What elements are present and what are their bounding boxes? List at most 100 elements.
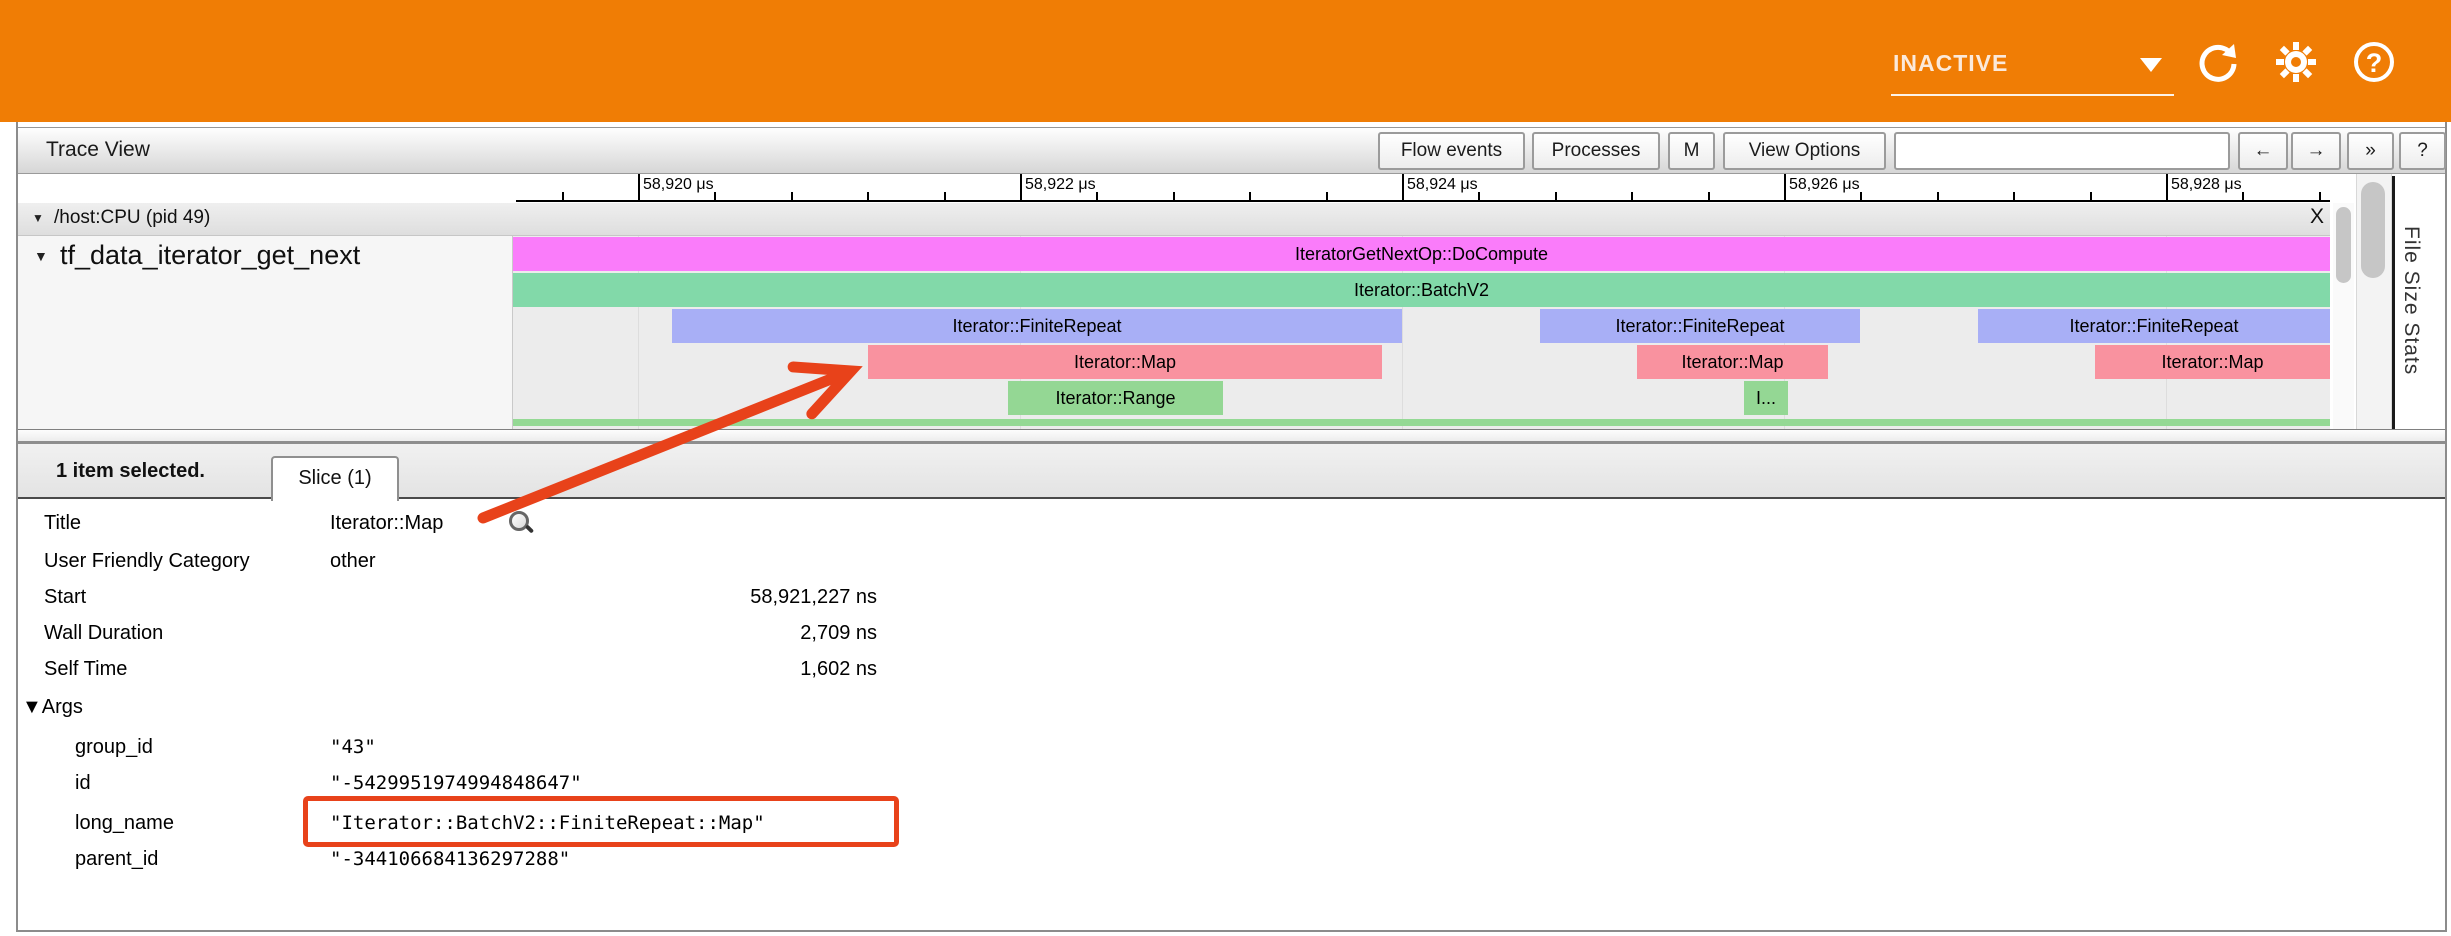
arg-row-group_id: group_id "43"	[0, 736, 2451, 762]
trace-event-bar[interactable]: Iterator::FiniteRepeat	[1978, 309, 2330, 343]
axis-minor-tick	[867, 192, 870, 200]
args-section-header[interactable]: ▼Args	[22, 696, 83, 718]
arg-key: id	[75, 772, 91, 794]
file-size-stats-tab[interactable]: File Size Stats	[2400, 226, 2423, 376]
axis-tick-label: 58,924 μs	[1407, 176, 1478, 193]
axis-minor-tick	[2013, 192, 2016, 200]
axis-minor-tick	[1707, 192, 1710, 200]
annotation-highlight-box	[303, 796, 899, 847]
axis-minor-tick	[943, 192, 946, 200]
select-underline	[1891, 94, 2174, 96]
axis-tick-label: 58,928 μs	[2171, 176, 2242, 193]
trace-event-bar[interactable]: Iterator::Map	[2095, 345, 2330, 379]
trace-event-bar[interactable]: Iterator::FiniteRepeat	[672, 309, 1402, 343]
axis-minor-tick	[2242, 192, 2245, 200]
sidebar-divider	[2392, 176, 2395, 429]
nav-help-button[interactable]: ?	[2399, 132, 2446, 170]
detail-label: Wall Duration	[44, 622, 164, 644]
window-border-left	[16, 122, 18, 932]
axis-tick-label: 58,920 μs	[643, 176, 714, 193]
arg-row-parent_id: parent_id "-344106684136297288"	[0, 848, 2451, 874]
detail-label: Self Time	[44, 658, 128, 680]
app-header: INACTIVE	[0, 0, 2451, 122]
help-icon[interactable]: ?	[2354, 42, 2398, 86]
detail-label: User Friendly Category	[44, 550, 250, 572]
trace-event-bar[interactable]: Iterator::BatchV2	[513, 273, 2330, 307]
search-input[interactable]	[1894, 132, 2230, 170]
panel-scrollbar-thumb[interactable]	[2361, 182, 2385, 278]
trace-event-bar[interactable]: Iterator::Map	[1637, 345, 1828, 379]
axis-minor-tick	[2318, 192, 2321, 200]
toolbar-button-flow-events[interactable]: Flow events	[1378, 132, 1525, 170]
trace-event-bar[interactable]: I...	[1744, 381, 1788, 415]
axis-minor-tick	[1631, 192, 1634, 200]
trace-event-bar[interactable]: Iterator::Range	[1008, 381, 1223, 415]
axis-major-tick	[1784, 174, 1786, 200]
collapse-triangle-icon[interactable]: ▼	[32, 211, 44, 225]
detail-value: 1,602 ns	[800, 658, 877, 680]
zoom-to-slice-icon[interactable]	[509, 511, 535, 537]
axis-major-tick	[638, 174, 640, 200]
axis-tick-label: 58,926 μs	[1789, 176, 1860, 193]
trace-toolbar: Trace View Flow events Processes M View Opt…	[18, 127, 2446, 174]
nav-more-button[interactable]: »	[2347, 132, 2394, 170]
toolbar-button-processes[interactable]: Processes	[1532, 132, 1660, 170]
axis-major-tick	[2166, 174, 2168, 200]
selection-status: 1 item selected.	[56, 460, 205, 482]
axis-minor-tick	[1325, 192, 1328, 200]
track-label: tf_data_iterator_get_next	[60, 240, 361, 270]
nav-forward-button[interactable]: →	[2291, 132, 2341, 170]
trace-event-bar[interactable]: Iterator::Map	[868, 345, 1382, 379]
arg-row-long_name: long_name "Iterator::BatchV2::FiniteRepea…	[0, 812, 2451, 838]
tab-slice[interactable]: Slice (1)	[271, 456, 399, 501]
time-axis: 58,920 μs 58,922 μs 58,924 μs 58,926 μs 58,9…	[516, 174, 2330, 202]
axis-major-tick	[1020, 174, 1022, 200]
axis-minor-tick	[1249, 192, 1252, 200]
close-track-button[interactable]: X	[2309, 205, 2324, 228]
axis-minor-tick	[1478, 192, 1481, 200]
process-label: /host:CPU (pid 49)	[54, 207, 211, 228]
arg-key: long_name	[75, 812, 174, 834]
details-header-divider	[18, 497, 2445, 499]
detail-row-self-time: Self Time 1,602 ns	[0, 658, 2451, 684]
toolbar-button-m[interactable]: M	[1668, 132, 1715, 170]
refresh-icon[interactable]	[2196, 40, 2240, 84]
trace-event-bar[interactable]: Iterator::FiniteRepeat	[1540, 309, 1860, 343]
run-status-select[interactable]: INACTIVE	[1891, 40, 2174, 98]
nav-back-button[interactable]: ←	[2238, 132, 2288, 170]
collapse-triangle-icon[interactable]: ▼	[34, 248, 48, 264]
detail-row-title: Title Iterator::Map	[0, 512, 2451, 538]
time-axis-baseline	[516, 200, 2330, 202]
detail-value: 2,709 ns	[800, 622, 877, 644]
axis-minor-tick	[2089, 192, 2092, 200]
axis-major-tick	[1402, 174, 1404, 200]
gear-icon[interactable]	[2274, 40, 2318, 84]
toolbar-button-view-options[interactable]: View Options	[1723, 132, 1886, 170]
window-border-bottom	[16, 930, 2447, 932]
trace-view-title: Trace View	[46, 138, 150, 161]
axis-minor-tick	[1936, 192, 1939, 200]
axis-minor-tick	[1172, 192, 1175, 200]
timeline-scrollbar-thumb[interactable]	[2336, 207, 2351, 283]
axis-minor-tick	[1096, 192, 1099, 200]
detail-row-start: Start 58,921,227 ns	[0, 586, 2451, 612]
axis-minor-tick	[1860, 192, 1863, 200]
arg-value: "43"	[330, 736, 376, 758]
trace-event-bar[interactable]: IteratorGetNextOp::DoCompute	[513, 237, 2330, 271]
arg-value: "Iterator::BatchV2::FiniteRepeat::Map"	[330, 812, 765, 834]
detail-value: other	[330, 550, 376, 572]
pane-splitter[interactable]	[18, 430, 2445, 441]
timeline-gridline	[638, 236, 639, 430]
timeline-canvas[interactable]: IteratorGetNextOp::DoCompute Iterator::Ba…	[513, 236, 2330, 430]
window-border-right	[2445, 122, 2447, 932]
detail-value: 58,921,227 ns	[750, 586, 877, 608]
magnifier-handle	[524, 524, 535, 534]
axis-minor-tick	[790, 192, 793, 200]
process-header-row[interactable]: ▼ /host:CPU (pid 49) X	[18, 203, 2330, 236]
track-label-panel: ▼ tf_data_iterator_get_next	[18, 236, 513, 430]
chevron-down-icon	[2140, 58, 2162, 72]
arg-row-id: id "-5429951974994848647"	[0, 772, 2451, 798]
detail-row-wall-duration: Wall Duration 2,709 ns	[0, 622, 2451, 648]
axis-tick-label: 58,922 μs	[1025, 176, 1096, 193]
